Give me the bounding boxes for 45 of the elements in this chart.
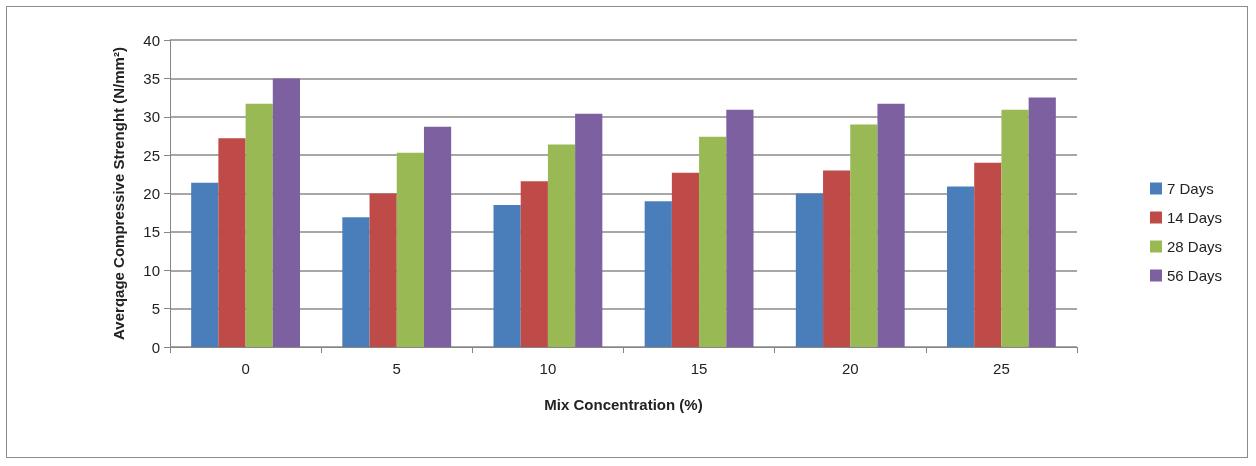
y-tick-label: 35 bbox=[143, 69, 160, 87]
bar bbox=[877, 103, 905, 347]
bar bbox=[1028, 97, 1056, 347]
legend-label: 14 Days bbox=[1166, 209, 1222, 226]
bar bbox=[423, 126, 452, 347]
bar bbox=[547, 144, 576, 347]
bar bbox=[947, 186, 975, 347]
bar bbox=[342, 217, 370, 347]
y-tick-label: 0 bbox=[151, 338, 160, 356]
y-tick-label: 40 bbox=[143, 31, 160, 49]
bar bbox=[245, 103, 273, 347]
y-axis-title: Averqage Compressive Strenght (N/mm²) bbox=[109, 47, 127, 340]
bar bbox=[850, 124, 878, 347]
bar bbox=[520, 181, 548, 347]
legend-label: 56 Days bbox=[1166, 267, 1222, 284]
bar bbox=[644, 201, 672, 347]
y-tick-label: 10 bbox=[143, 261, 160, 279]
bar bbox=[823, 170, 851, 347]
x-tick-label: 5 bbox=[392, 360, 401, 377]
y-tick-label: 20 bbox=[143, 185, 160, 202]
x-tick-label: 0 bbox=[241, 360, 250, 377]
y-tick-label: 25 bbox=[143, 146, 160, 164]
y-tick-label: 30 bbox=[143, 108, 160, 126]
bar bbox=[396, 152, 424, 347]
legend-label: 7 Days bbox=[1166, 180, 1214, 197]
bar bbox=[1001, 109, 1029, 347]
bar bbox=[493, 205, 521, 347]
bar bbox=[218, 138, 246, 347]
bar bbox=[974, 162, 1002, 347]
bar bbox=[369, 193, 397, 347]
bar bbox=[671, 172, 700, 347]
x-axis-title: Mix Concentration (%) bbox=[544, 396, 703, 413]
y-tick-label: 15 bbox=[143, 223, 160, 241]
bar bbox=[272, 78, 300, 347]
bar bbox=[726, 109, 754, 347]
x-tick-label: 15 bbox=[690, 360, 708, 377]
x-tick-label: 20 bbox=[841, 360, 859, 377]
y-tick-label: 5 bbox=[151, 300, 160, 318]
legend-label: 28 Days bbox=[1166, 238, 1222, 255]
x-tick-label: 25 bbox=[993, 360, 1010, 377]
x-tick-label: 10 bbox=[539, 360, 557, 377]
bar bbox=[191, 182, 219, 347]
bar bbox=[795, 193, 824, 347]
bar bbox=[575, 113, 603, 347]
bar bbox=[699, 136, 727, 347]
